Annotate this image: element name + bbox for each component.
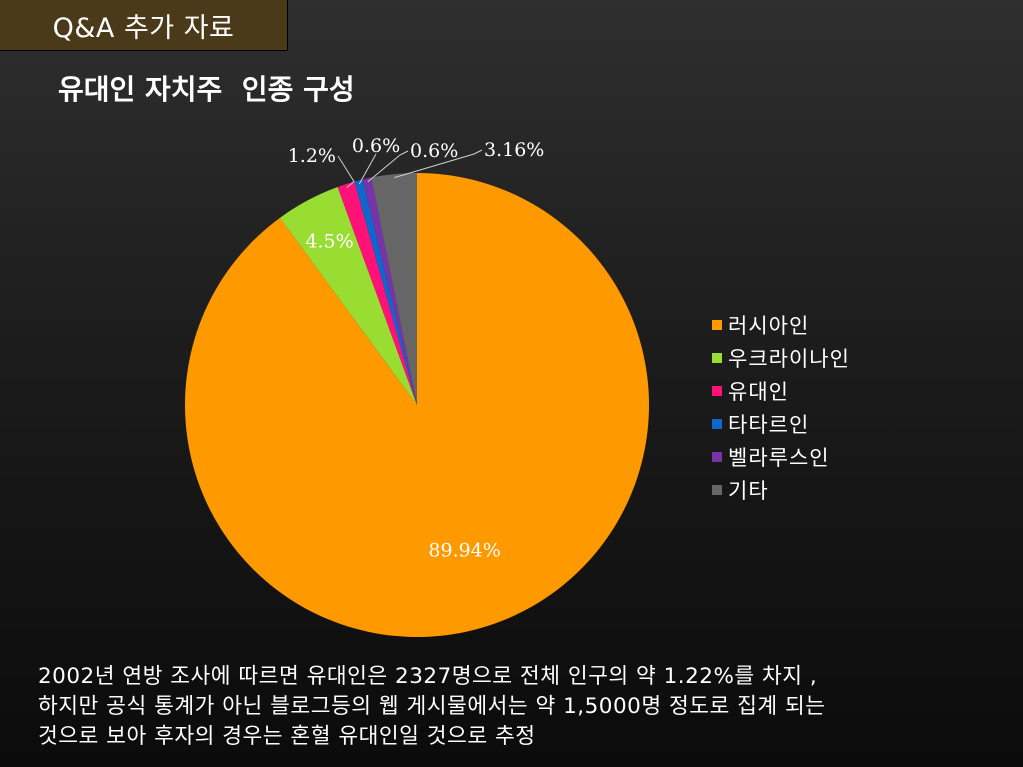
legend-label: 벨라루스인	[728, 445, 830, 470]
footnote: 2002년 연방 조사에 따르면 유대인은 2327명으로 전체 인구의 약 1…	[38, 662, 1013, 752]
legend-label: 우크라이나인	[728, 346, 850, 371]
pie-data-label: 3.16%	[484, 139, 544, 161]
legend-label: 기타	[728, 478, 769, 503]
pie-data-label: 0.6%	[410, 140, 458, 162]
pie-slice	[371, 173, 417, 405]
legend-label: 유대인	[728, 379, 789, 404]
pie-slice	[337, 181, 417, 405]
legend-item: 유대인	[712, 374, 850, 407]
pie-leader-line	[337, 155, 355, 188]
legend-item: 타타르인	[712, 407, 850, 440]
header-tab: Q&A 추가 자료	[0, 0, 288, 51]
footnote-line-3: 것으로 보아 후자의 경우는 혼혈 유대인일 것으로 추정	[38, 724, 536, 749]
pie-data-labels: 89.94% 4.5% 1.2% 0.6% 0.6% 3.16%	[288, 135, 545, 562]
legend-item: 우크라이나인	[712, 341, 850, 374]
legend-item: 벨라루스인	[712, 440, 850, 473]
header-tab-label: Q&A 추가 자료	[52, 12, 235, 44]
pie-data-label: 4.5%	[305, 230, 353, 252]
footnote-line-2: 하지만 공식 통계가 아닌 블로그등의 웹 게시물에서는 약 1,5000명 정…	[38, 694, 826, 719]
legend-item: 기타	[712, 473, 850, 506]
pie-leader-lines	[337, 149, 483, 188]
legend-swatch	[712, 418, 722, 429]
legend-swatch	[712, 352, 722, 363]
pie-data-label: 1.2%	[288, 145, 336, 167]
pie-data-label: 89.94%	[428, 540, 500, 562]
pie-leader-line	[394, 149, 483, 179]
pie-slice	[362, 177, 417, 405]
pie-leader-line	[367, 150, 409, 183]
legend-swatch	[712, 319, 722, 330]
pie-slice	[185, 173, 649, 638]
slide-title: 유대인 자치주 인종 구성	[58, 73, 355, 106]
legend-label: 러시아인	[728, 313, 810, 338]
legend-swatch	[712, 385, 722, 396]
legend-swatch	[712, 484, 722, 495]
pie-slice	[354, 179, 417, 405]
pie-slices	[185, 173, 649, 638]
pie-slice	[279, 187, 417, 405]
pie-data-label: 0.6%	[352, 135, 400, 157]
legend-item: 러시아인	[712, 308, 850, 341]
legend-swatch	[712, 451, 722, 462]
footnote-line-1: 2002년 연방 조사에 따르면 유대인은 2327명으로 전체 인구의 약 1…	[38, 664, 818, 689]
legend-label: 타타르인	[728, 412, 810, 437]
pie-leader-line	[358, 153, 377, 185]
